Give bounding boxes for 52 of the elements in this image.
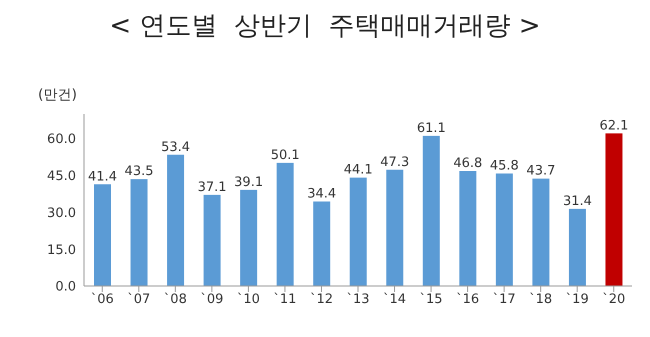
x-tick-label: `16: [456, 292, 480, 308]
data-label: 41.4: [88, 169, 117, 184]
x-tick-label: `14: [383, 292, 406, 308]
x-tick-label: `20: [602, 292, 626, 308]
y-tick-label: 15.0: [47, 242, 76, 258]
bar: [240, 190, 258, 286]
chart-title: < 연도별 상반기 주택매매거래량 >: [108, 10, 542, 43]
bar: [276, 162, 294, 286]
x-tick-label: `18: [529, 292, 552, 308]
x-tick-label: `17: [492, 292, 516, 308]
x-tick-label: `08: [164, 292, 187, 308]
x-tick-label: `13: [346, 292, 370, 308]
x-tick-label: `09: [200, 292, 224, 308]
bar: [130, 179, 148, 286]
x-tick-label: `19: [566, 292, 589, 308]
data-label: 62.1: [599, 118, 628, 134]
data-label: 37.1: [198, 180, 227, 195]
data-label: 47.3: [380, 154, 410, 170]
bar: [313, 201, 330, 286]
y-tick-label: 60.0: [47, 132, 76, 148]
bar: [350, 178, 367, 286]
bar: [422, 136, 440, 286]
data-label: 44.1: [344, 162, 373, 178]
bar: [204, 194, 221, 286]
data-label: 53.4: [161, 140, 190, 155]
y-tick-label: 45.0: [47, 169, 76, 184]
data-label: 43.5: [124, 164, 154, 180]
y-axis-title: (만건): [38, 86, 77, 104]
y-tick-label: 0.0: [55, 280, 76, 295]
data-label: 31.4: [562, 194, 592, 209]
data-label: 61.1: [416, 120, 446, 136]
x-tick-label: `06: [90, 292, 114, 308]
x-tick-label: `12: [310, 292, 333, 308]
bar: [605, 133, 622, 286]
bar: [167, 154, 184, 286]
data-label: 34.4: [307, 186, 336, 202]
data-label: 50.1: [270, 148, 300, 163]
data-label: 45.8: [490, 158, 519, 174]
x-tick-label: `07: [127, 292, 150, 308]
data-label: 46.8: [453, 156, 482, 172]
bar: [459, 171, 476, 286]
y-tick-label: 30.0: [47, 206, 76, 221]
bar: [386, 170, 404, 286]
x-tick-label: `10: [236, 292, 260, 308]
bar: [496, 173, 513, 286]
bar: [94, 184, 111, 286]
data-label: 43.7: [526, 164, 556, 179]
x-tick-label: `15: [420, 292, 443, 308]
bar: [568, 208, 586, 286]
x-tick-label: `11: [273, 292, 296, 308]
data-label: 39.1: [234, 174, 264, 190]
bar: [532, 178, 550, 286]
